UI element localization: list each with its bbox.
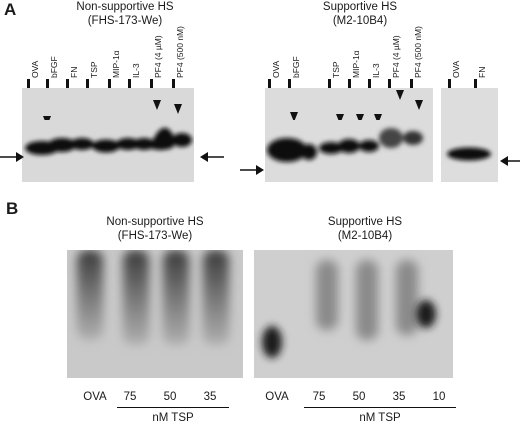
panel-a-left-title-line2: (FHS-173-We)	[87, 15, 163, 27]
arrowhead-a-right-tsp	[336, 114, 344, 120]
arrowhead-a-left-pf4-4um	[153, 100, 161, 110]
gel-a-left-image	[22, 88, 194, 182]
underline-b-left	[117, 407, 229, 408]
underline-b-right	[304, 407, 456, 408]
panel-a-right-title-line2: (M2-10B4)	[332, 15, 388, 27]
gel-b-right-image	[254, 250, 453, 378]
group-label-b-right: nM TSP	[359, 412, 401, 424]
lane-label-b-right-1: 75	[312, 391, 326, 403]
panel-a-letter: A	[4, 0, 17, 19]
arrowhead-a-right-pf4-500nm	[415, 100, 423, 110]
lane-label-b-right-4: 10	[432, 391, 446, 403]
panel-b-right-title-line2: (M2-10B4)	[337, 230, 393, 242]
gel-a-right	[265, 88, 433, 182]
lane-label-b-right-3: 35	[392, 391, 406, 403]
panel-b-left-title: Non-supportive HS (FHS-173-We)	[70, 215, 240, 243]
gel-b-left	[67, 250, 243, 378]
arrowhead-a-right-il3	[374, 114, 382, 120]
gel-b-left-image	[67, 250, 243, 378]
lane-label-b-left-1: 75	[123, 391, 137, 403]
arrow-a-extra	[500, 156, 520, 166]
panel-b-left-title-line2: (FHS-173-We)	[117, 230, 193, 242]
panel-a-left-title: Non-supportive HS (FHS-173-We)	[40, 0, 210, 28]
lane-label-b-left-0: OVA	[83, 391, 107, 403]
arrow-a-right-outer	[240, 165, 264, 175]
gel-a-extra	[441, 88, 498, 182]
arrowhead-a-left-pf4-500nm	[174, 104, 182, 114]
gel-a-right-image	[265, 88, 433, 182]
arrowhead-a-left-bfgf	[43, 116, 51, 120]
arrow-a-left-inner	[200, 152, 224, 162]
panel-a-left-title-line1: Non-supportive HS	[76, 1, 174, 13]
lane-label-b-right-0: OVA	[265, 391, 289, 403]
arrowhead-a-right-bfgf	[290, 112, 298, 120]
gel-b-right	[254, 250, 453, 378]
gel-a-left	[22, 88, 194, 182]
arrow-a-left-outer	[0, 152, 24, 162]
arrowhead-a-right-pf4-4um	[396, 90, 404, 100]
panel-b-right-title: Supportive HS (M2-10B4)	[300, 215, 430, 243]
panel-a-right-title-line1: Supportive HS	[322, 1, 398, 13]
panel-b-left-title-line1: Non-supportive HS	[106, 216, 204, 228]
lane-label-b-left-3: 35	[203, 391, 217, 403]
lane-label-b-left-2: 50	[163, 391, 177, 403]
arrowhead-a-right-mip	[356, 114, 364, 120]
lane-label-b-right-2: 50	[352, 391, 366, 403]
panel-a-right-title: Supportive HS (M2-10B4)	[295, 0, 425, 28]
panel-b-letter: B	[6, 199, 19, 218]
band-arrowheads	[43, 90, 423, 120]
gel-a-extra-image	[441, 88, 498, 182]
panel-b-right-title-line1: Supportive HS	[327, 216, 403, 228]
group-label-b-left: nM TSP	[152, 412, 194, 424]
